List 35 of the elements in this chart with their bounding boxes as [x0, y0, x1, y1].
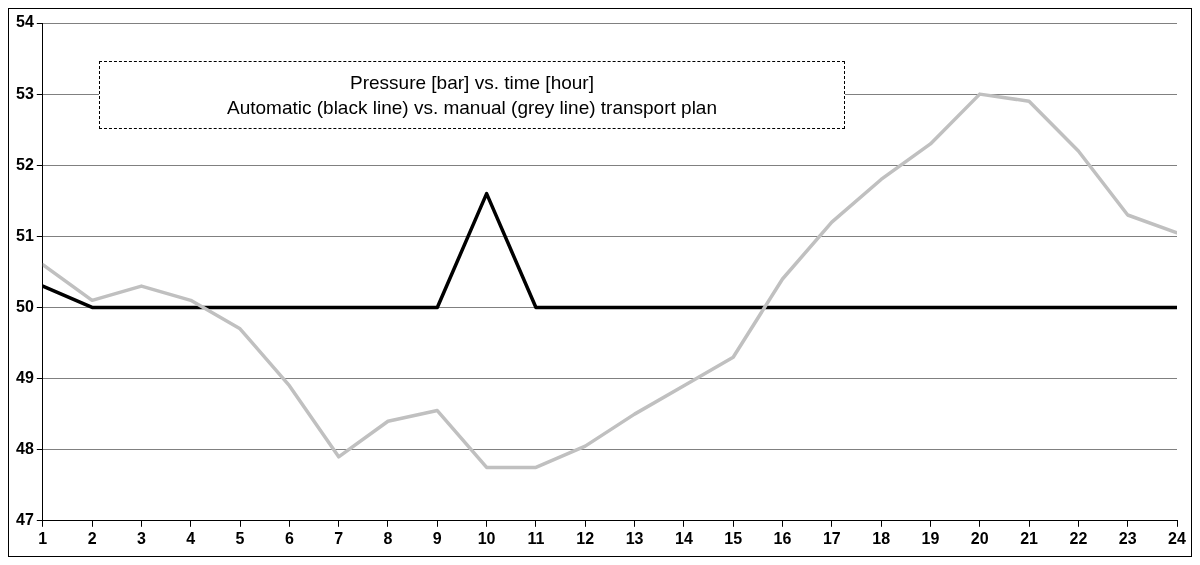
x-tick-label: 7	[334, 529, 344, 547]
annotation: Pressure [bar] vs. time [hour]	[349, 71, 595, 95]
x-tick-label: 18	[872, 529, 891, 547]
x-tick-label: 10	[477, 529, 496, 547]
y-tick-label: 49	[16, 368, 34, 386]
x-tick-label: 8	[383, 529, 393, 547]
x-tick-label: 12	[576, 529, 595, 547]
y-tick-label: 50	[16, 297, 34, 315]
y-tick-label: 54	[16, 13, 34, 31]
x-tick-label: 21	[1020, 529, 1039, 547]
x-tick-label: 14	[674, 529, 693, 547]
x-tick-label: 9	[432, 529, 442, 547]
y-tick-label: 48	[16, 440, 34, 458]
x-tick-label: 4	[186, 529, 196, 547]
x-tick-label: 3	[136, 529, 146, 547]
annotation: Automatic (black line) vs. manual (grey line) transport plan	[226, 96, 718, 120]
x-tick-label: 1	[38, 529, 48, 547]
x-tick-label: 15	[724, 529, 743, 547]
x-tick-label: 24	[1168, 529, 1186, 547]
y-tick-label: 47	[16, 511, 34, 529]
x-tick-label: 2	[87, 529, 97, 547]
x-tick-label: 5	[235, 529, 245, 547]
x-tick-label: 16	[773, 529, 792, 547]
x-tick-label: 20	[970, 529, 989, 547]
x-tick-label: 6	[284, 529, 294, 547]
x-tick-label: 13	[625, 529, 644, 547]
x-tick-label: 11	[527, 529, 545, 547]
x-tick-label: 19	[921, 529, 940, 547]
y-tick-label: 51	[16, 226, 34, 244]
x-tick-label: 23	[1118, 529, 1137, 547]
y-tick-label: 52	[16, 155, 34, 173]
x-tick-label: 17	[822, 529, 841, 547]
x-tick-label: 22	[1069, 529, 1088, 547]
y-tick-label: 53	[16, 84, 34, 102]
note-box: Pressure [bar] vs. time [hour] Automatic (black line) vs. manual (grey line) transport plan	[99, 61, 845, 129]
